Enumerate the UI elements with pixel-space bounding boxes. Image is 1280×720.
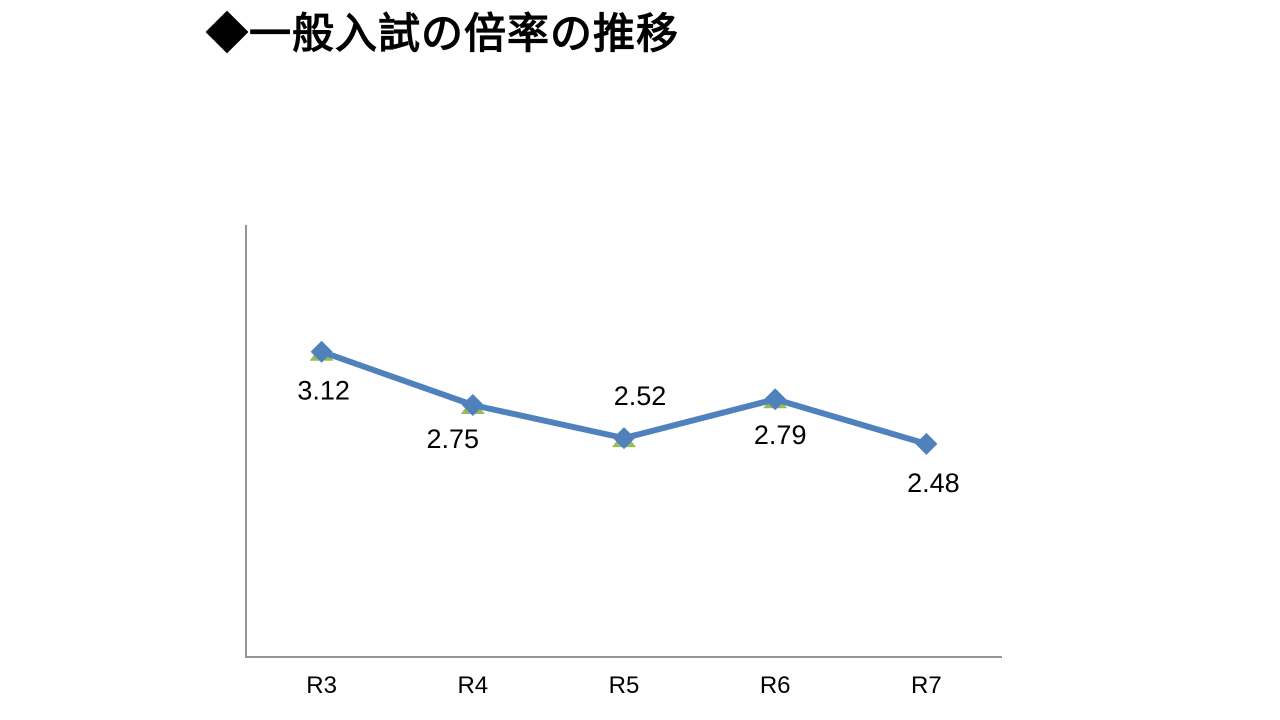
x-tick-label: R4 [457, 672, 488, 699]
x-tick-label: R6 [760, 672, 791, 699]
x-tick-label: R5 [609, 672, 640, 699]
diamond-marker [461, 394, 484, 416]
data-label: 2.79 [754, 420, 807, 450]
x-tick-label: R7 [911, 672, 942, 699]
diamond-marker [613, 427, 635, 450]
data-label: 3.12 [297, 376, 350, 406]
data-label: 2.48 [907, 468, 960, 498]
diamond-marker [764, 388, 787, 411]
data-label: 2.52 [614, 381, 667, 411]
chart-title: ◆一般入試の倍率の推移 [206, 10, 680, 57]
diamond-marker [915, 432, 938, 455]
diamond-marker [310, 340, 333, 363]
x-tick-label: R3 [306, 672, 337, 699]
data-label: 2.75 [427, 424, 480, 454]
